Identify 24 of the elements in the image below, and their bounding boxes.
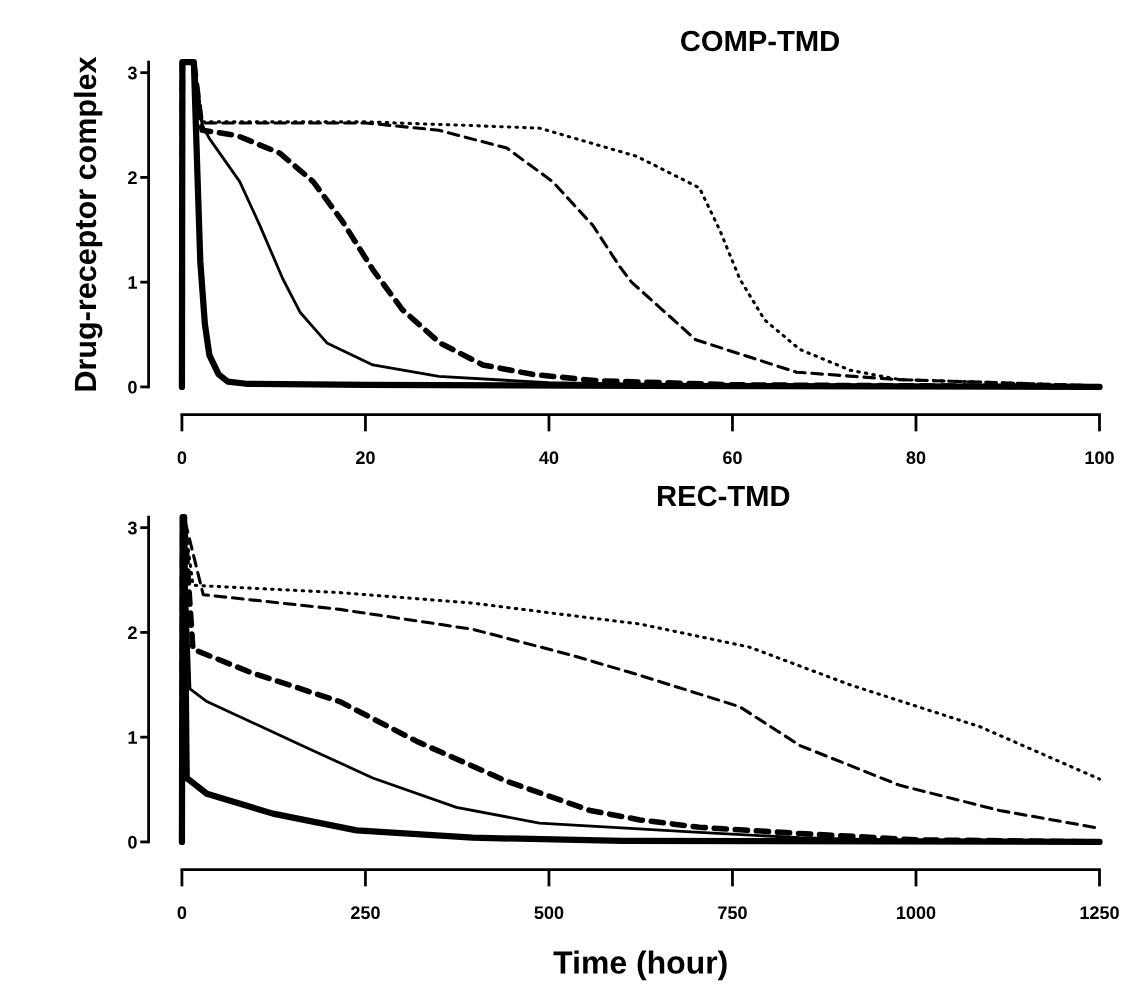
x-tick-label: 750 <box>718 906 747 920</box>
y-tick-label: 0 <box>128 835 137 849</box>
chart-title: COMP-TMD <box>681 30 839 52</box>
y-tick-label: 3 <box>127 521 137 535</box>
y-tick-label: 3 <box>127 66 137 80</box>
y-tick-label: 1 <box>128 276 137 289</box>
x-tick-label: 20 <box>356 451 375 465</box>
x-tick-label: 80 <box>906 451 926 465</box>
y-tick-label: 1 <box>128 731 137 744</box>
x-tick-label: 0 <box>177 906 187 920</box>
x-tick-label: 0 <box>177 451 187 465</box>
chart-title: REC-TMD <box>658 485 790 507</box>
y-tick-label: 2 <box>128 171 137 184</box>
x-tick-label: 500 <box>534 906 564 920</box>
y-axis-title: Drug-receptor complex <box>73 56 103 391</box>
x-tick-label: 60 <box>723 451 742 465</box>
x-tick-label: 100 <box>1085 451 1114 465</box>
x-tick-label: 1250 <box>1080 906 1119 920</box>
x-tick-label: 1000 <box>897 906 936 920</box>
x-tick-label: 250 <box>351 906 380 920</box>
x-axis-title: Time (hour) <box>553 950 727 981</box>
y-tick-label: 0 <box>128 380 137 394</box>
x-tick-label: 40 <box>539 451 559 465</box>
y-tick-label: 2 <box>128 626 137 639</box>
